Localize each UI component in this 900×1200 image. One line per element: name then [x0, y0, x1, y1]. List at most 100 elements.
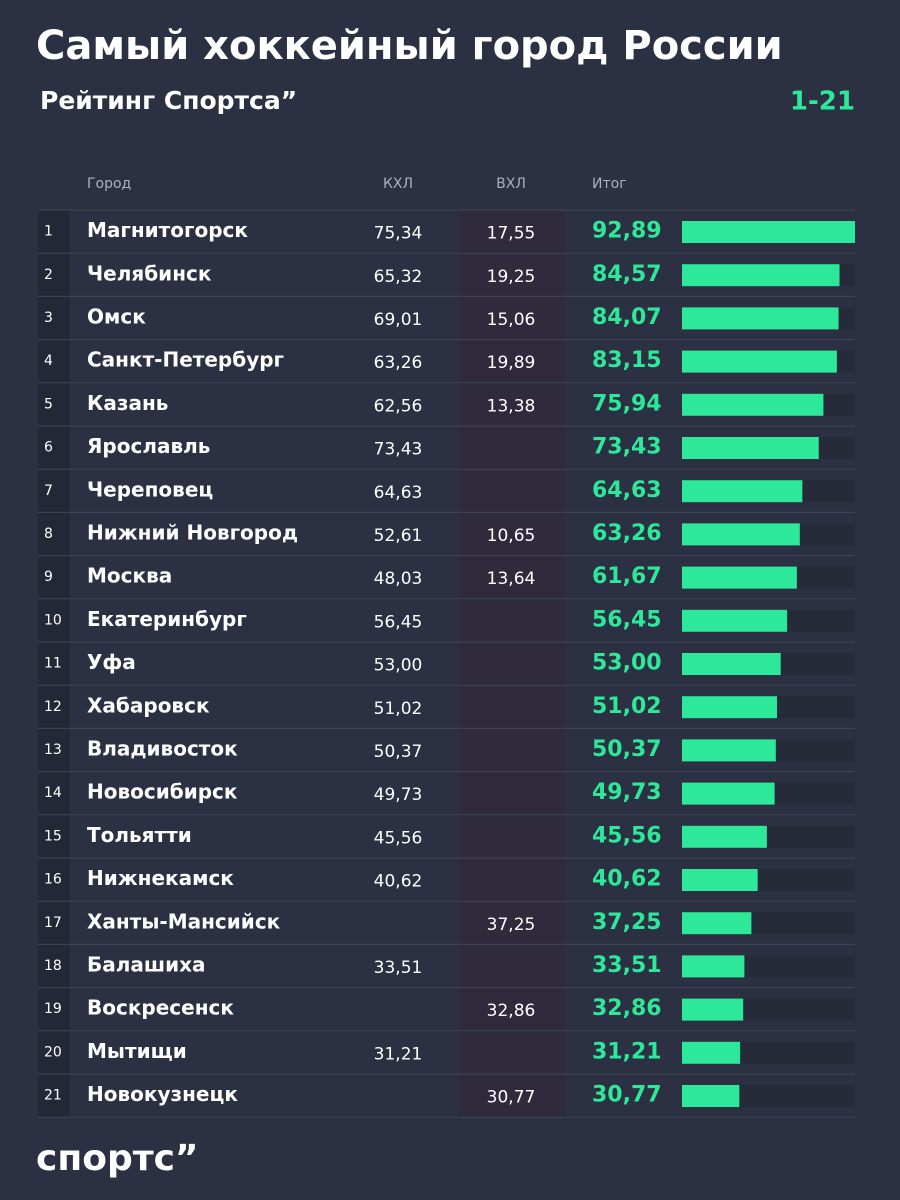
rank: 21 — [44, 1088, 62, 1104]
bar — [682, 1085, 740, 1107]
range: 1-21 — [790, 87, 855, 117]
total-value: 73,43 — [592, 435, 662, 460]
city: Тольятти — [87, 823, 192, 847]
column-header: Итог — [592, 176, 627, 192]
khl-value: 63,26 — [374, 353, 423, 373]
total-value: 30,77 — [592, 1083, 662, 1108]
vhl-column-bg — [458, 210, 565, 1118]
bar — [682, 307, 839, 330]
vhl-value: 13,38 — [487, 396, 536, 416]
rank: 17 — [44, 915, 62, 931]
total-value: 61,67 — [592, 564, 662, 589]
bar — [682, 912, 752, 935]
bar — [682, 653, 781, 675]
city: Санкт-Петербург — [87, 348, 284, 372]
subtitle: Рейтинг Спортса” — [40, 86, 297, 115]
logo: спортс” — [36, 1138, 199, 1179]
khl-value: 73,43 — [374, 440, 423, 460]
khl-value: 40,62 — [374, 872, 423, 892]
bar — [682, 437, 819, 459]
total-value: 83,15 — [592, 348, 662, 373]
rank: 3 — [44, 310, 53, 326]
total-value: 40,62 — [592, 867, 662, 892]
total-value: 49,73 — [592, 780, 662, 805]
total-value: 33,51 — [592, 953, 662, 978]
rank: 9 — [44, 569, 53, 585]
rank: 4 — [44, 353, 53, 369]
khl-value: 64,63 — [374, 483, 423, 503]
city: Хабаровск — [87, 693, 210, 717]
city: Ярославль — [87, 434, 210, 458]
khl-value: 31,21 — [374, 1044, 423, 1064]
city: Магнитогорск — [87, 218, 248, 242]
khl-value: 56,45 — [374, 612, 423, 632]
khl-value: 48,03 — [374, 569, 423, 589]
total-value: 31,21 — [592, 1039, 662, 1064]
city: Нижнекамск — [87, 866, 234, 890]
rank: 7 — [44, 483, 53, 499]
rank: 20 — [44, 1044, 62, 1060]
bar — [682, 609, 788, 632]
khl-value: 50,37 — [374, 742, 423, 762]
bar — [682, 393, 824, 416]
khl-value: 62,56 — [374, 396, 423, 416]
bar — [682, 523, 800, 546]
rank: 1 — [44, 224, 53, 240]
total-value: 64,63 — [592, 478, 662, 503]
khl-value: 75,34 — [374, 224, 423, 244]
total-value: 45,56 — [592, 823, 662, 848]
total-value: 51,02 — [592, 694, 662, 719]
rank: 12 — [44, 699, 62, 715]
bar — [682, 1041, 741, 1064]
city: Ханты-Мансийск — [87, 909, 281, 933]
city: Владивосток — [87, 737, 238, 761]
city: Балашиха — [87, 953, 206, 977]
city: Казань — [87, 391, 168, 415]
total-value: 84,07 — [592, 305, 662, 330]
total-value: 37,25 — [592, 910, 662, 935]
vhl-value: 15,06 — [487, 310, 536, 330]
khl-value: 51,02 — [374, 699, 423, 719]
bar — [682, 825, 767, 848]
total-value: 50,37 — [592, 737, 662, 762]
vhl-value: 19,89 — [487, 353, 536, 373]
rank: 8 — [44, 526, 53, 542]
rank: 2 — [44, 267, 53, 283]
total-value: 56,45 — [592, 607, 662, 632]
column-header: КХЛ — [383, 176, 413, 192]
city: Мытищи — [87, 1039, 187, 1063]
vhl-value: 30,77 — [487, 1088, 536, 1108]
bar — [682, 480, 803, 503]
rank: 6 — [44, 440, 53, 456]
total-value: 32,86 — [592, 996, 662, 1021]
rank: 18 — [44, 958, 62, 974]
khl-value: 65,32 — [374, 267, 423, 287]
total-value: 92,89 — [592, 219, 662, 244]
vhl-value: 13,64 — [487, 569, 536, 589]
khl-value: 69,01 — [374, 310, 423, 330]
bar — [682, 566, 797, 589]
vhl-value: 19,25 — [487, 267, 536, 287]
bar — [682, 350, 837, 373]
bar — [682, 998, 744, 1021]
city: Новокузнецк — [87, 1082, 238, 1106]
rank-column-bg — [38, 210, 70, 1118]
vhl-value: 37,25 — [487, 915, 536, 935]
vhl-value: 17,55 — [487, 224, 536, 244]
rank: 11 — [44, 656, 62, 672]
rank: 5 — [44, 396, 53, 412]
bar — [682, 696, 778, 719]
title: Самый хоккейный город России — [36, 23, 783, 69]
city: Череповец — [87, 477, 213, 501]
city: Воскресенск — [87, 996, 234, 1020]
rank: 16 — [44, 872, 62, 888]
rank: 10 — [44, 612, 62, 628]
city: Екатеринбург — [87, 607, 247, 631]
rank: 19 — [44, 1001, 62, 1017]
bar — [682, 782, 775, 805]
city: Омск — [87, 305, 146, 329]
vhl-value: 10,65 — [487, 526, 536, 546]
khl-value: 45,56 — [374, 828, 423, 848]
